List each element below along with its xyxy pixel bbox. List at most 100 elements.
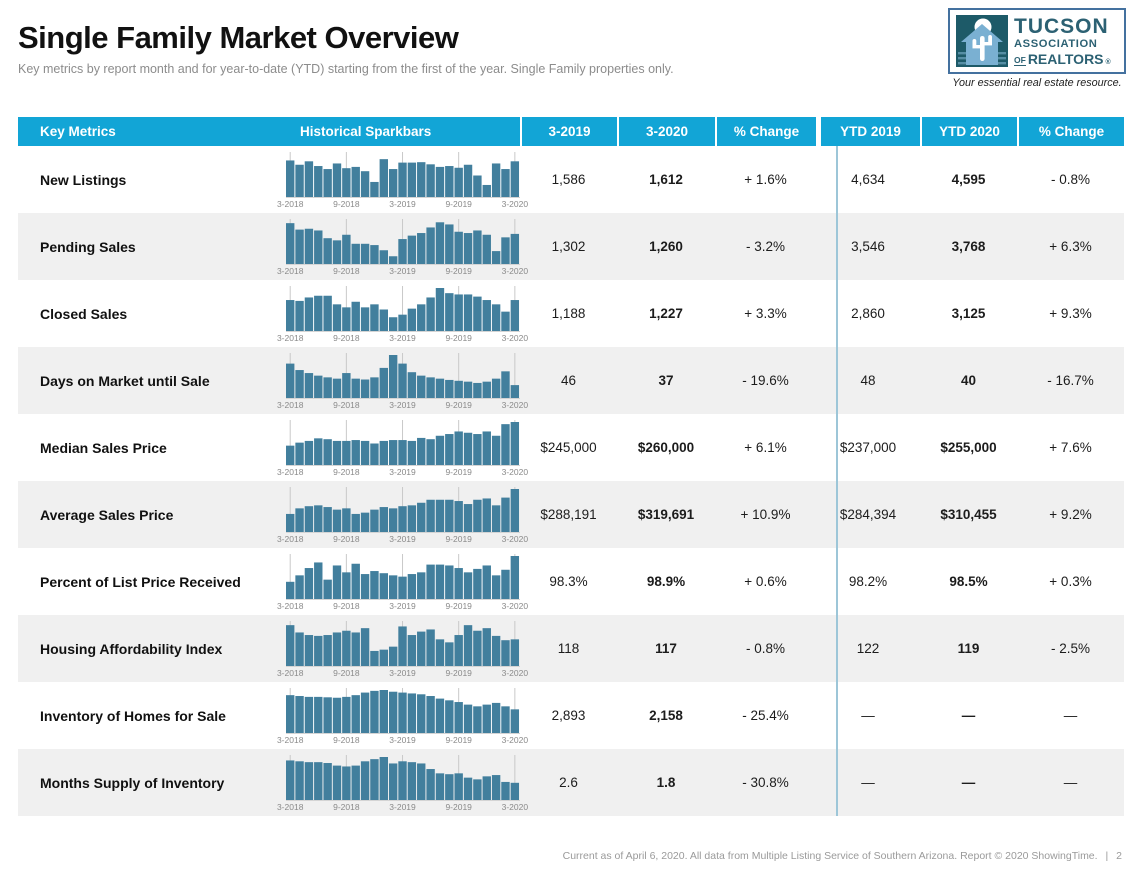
sparkbar-chart: 3-2018 9-2018 3-2019 9-2019 3-2020 bbox=[277, 217, 528, 277]
axis-label: 9-2019 bbox=[445, 801, 472, 812]
axis-label: 3-2018 bbox=[276, 533, 304, 544]
axis-label: 3-2019 bbox=[389, 265, 416, 276]
value-ytd-2019: 48 bbox=[860, 373, 876, 388]
value-ytd-change: — bbox=[1063, 775, 1078, 790]
value-month-change: - 30.8% bbox=[742, 775, 789, 790]
value-ytd-2019: 122 bbox=[856, 641, 880, 656]
logo-line-association: ASSOCIATION bbox=[1014, 37, 1098, 50]
sparkbar-chart: 3-2018 9-2018 3-2019 9-2019 3-2020 bbox=[277, 552, 528, 612]
value-ytd-change: + 7.6% bbox=[1049, 440, 1092, 455]
axis-label: 3-2019 bbox=[389, 801, 416, 812]
sparkbar-chart: 3-2018 9-2018 3-2019 9-2019 3-2020 bbox=[277, 284, 528, 344]
metric-label: Closed Sales bbox=[40, 305, 128, 322]
value-month-2019: 1,586 bbox=[551, 172, 586, 187]
value-ytd-2019: $237,000 bbox=[839, 440, 897, 455]
value-ytd-2019: $284,394 bbox=[839, 507, 897, 522]
value-ytd-2020: 3,125 bbox=[951, 306, 986, 321]
value-month-2020: $319,691 bbox=[637, 507, 695, 522]
value-ytd-2019: 3,546 bbox=[851, 239, 885, 254]
value-month-2020: 2,158 bbox=[649, 708, 683, 723]
axis-label: 3-2020 bbox=[501, 533, 529, 544]
sparkbar-axis: 3-2018 9-2018 3-2019 9-2019 3-2020 bbox=[277, 332, 528, 344]
axis-label: 9-2018 bbox=[333, 600, 360, 611]
table-body: New Listings 3-2018 9-2018 3-2019 9-2019… bbox=[18, 146, 1124, 816]
table-row-new-listings: New Listings 3-2018 9-2018 3-2019 9-2019… bbox=[18, 146, 1124, 213]
sparkbar-chart: 3-2018 9-2018 3-2019 9-2019 3-2020 bbox=[277, 150, 528, 210]
sparkbar-axis: 3-2018 9-2018 3-2019 9-2019 3-2020 bbox=[277, 198, 528, 210]
sparkbar-axis: 3-2018 9-2018 3-2019 9-2019 3-2020 bbox=[277, 600, 528, 612]
sparkbar-axis: 3-2018 9-2018 3-2019 9-2019 3-2020 bbox=[277, 734, 528, 746]
axis-label: 3-2020 bbox=[501, 265, 529, 276]
value-ytd-2020: — bbox=[961, 708, 976, 723]
axis-label: 9-2018 bbox=[333, 198, 360, 209]
value-month-2019: 2,893 bbox=[551, 708, 586, 723]
axis-label: 9-2019 bbox=[445, 533, 472, 544]
sparkbar-chart: 3-2018 9-2018 3-2019 9-2019 3-2020 bbox=[277, 686, 528, 746]
value-month-2019: $288,191 bbox=[540, 507, 597, 522]
sparkbar-svg bbox=[286, 151, 520, 198]
footer-separator: | bbox=[1105, 850, 1109, 862]
axis-label: 3-2018 bbox=[276, 466, 304, 477]
axis-label: 9-2018 bbox=[333, 332, 360, 343]
axis-label: 9-2018 bbox=[333, 801, 360, 812]
value-ytd-2020: — bbox=[961, 775, 976, 790]
logo-text: TUCSON ASSOCIATION OF REALTORS ® bbox=[1014, 14, 1111, 67]
sparkbar-svg bbox=[286, 620, 520, 667]
value-month-2019: 2.6 bbox=[559, 775, 578, 790]
metric-label: Pending Sales bbox=[40, 238, 136, 255]
metric-label: Percent of List Price Received bbox=[40, 573, 241, 590]
table-row-pending-sales: Pending Sales 3-2018 9-2018 3-2019 9-201… bbox=[18, 213, 1124, 280]
metric-label: Average Sales Price bbox=[40, 506, 174, 523]
axis-label: 3-2019 bbox=[389, 198, 416, 209]
axis-label: 3-2019 bbox=[389, 667, 416, 678]
table-row-months-supply-of-inventory: Months Supply of Inventory 3-2018 9-2018… bbox=[18, 749, 1124, 816]
axis-label: 9-2018 bbox=[333, 399, 360, 410]
value-ytd-2020: 3,768 bbox=[951, 239, 986, 254]
sparkbar-axis: 3-2018 9-2018 3-2019 9-2019 3-2020 bbox=[277, 533, 528, 545]
value-ytd-change: - 2.5% bbox=[1050, 641, 1091, 656]
axis-label: 3-2019 bbox=[389, 466, 416, 477]
axis-label: 3-2020 bbox=[501, 198, 529, 209]
table-row-percent-of-list-price-received: Percent of List Price Received 3-2018 9-… bbox=[18, 548, 1124, 615]
axis-label: 3-2019 bbox=[389, 600, 416, 611]
logo-line-tucson: TUCSON bbox=[1014, 14, 1109, 38]
axis-label: 3-2020 bbox=[501, 801, 529, 812]
logo-tagline: Your essential real estate resource. bbox=[952, 77, 1122, 89]
value-month-2019: 118 bbox=[557, 641, 580, 656]
sparkbar-svg bbox=[286, 218, 520, 265]
value-ytd-2020: 40 bbox=[960, 373, 977, 388]
sparkbar-svg bbox=[286, 486, 520, 533]
value-month-2020: 1,260 bbox=[649, 239, 683, 254]
axis-label: 3-2020 bbox=[501, 466, 529, 477]
value-month-2019: $245,000 bbox=[540, 440, 597, 455]
col-header-key-metrics: Key Metrics bbox=[18, 117, 278, 146]
value-ytd-2020: $255,000 bbox=[940, 440, 997, 455]
sparkbar-axis: 3-2018 9-2018 3-2019 9-2019 3-2020 bbox=[277, 667, 528, 679]
value-month-change: - 25.4% bbox=[742, 708, 789, 723]
value-month-change: - 3.2% bbox=[745, 239, 786, 254]
footer-note: Current as of April 6, 2020. All data fr… bbox=[562, 850, 1098, 862]
association-logo: TUCSON ASSOCIATION OF REALTORS ® Your es… bbox=[948, 8, 1126, 89]
sparkbar-axis: 3-2018 9-2018 3-2019 9-2019 3-2020 bbox=[277, 801, 528, 813]
metrics-table: Key Metrics Historical Sparkbars 3-2019 … bbox=[18, 117, 1124, 816]
value-ytd-2020: 4,595 bbox=[951, 172, 986, 187]
value-ytd-2019: — bbox=[861, 708, 875, 723]
metric-label: Inventory of Homes for Sale bbox=[40, 707, 226, 724]
sparkbar-svg bbox=[286, 553, 520, 600]
sparkbar-chart: 3-2018 9-2018 3-2019 9-2019 3-2020 bbox=[277, 753, 528, 813]
axis-label: 3-2018 bbox=[276, 734, 304, 745]
axis-label: 3-2020 bbox=[501, 667, 529, 678]
value-month-change: + 10.9% bbox=[740, 507, 791, 522]
value-ytd-change: + 9.2% bbox=[1049, 507, 1092, 522]
value-month-2020: 1.8 bbox=[656, 775, 676, 790]
axis-label: 3-2019 bbox=[389, 533, 416, 544]
value-month-2020: 37 bbox=[658, 373, 674, 388]
axis-label: 3-2018 bbox=[276, 600, 304, 611]
axis-label: 9-2019 bbox=[445, 600, 472, 611]
sparkbar-axis: 3-2018 9-2018 3-2019 9-2019 3-2020 bbox=[277, 399, 528, 411]
axis-label: 3-2020 bbox=[501, 600, 529, 611]
value-ytd-2019: 2,860 bbox=[851, 306, 885, 321]
col-header-sparkbars: Historical Sparkbars bbox=[278, 117, 520, 146]
value-month-2019: 1,302 bbox=[551, 239, 586, 254]
